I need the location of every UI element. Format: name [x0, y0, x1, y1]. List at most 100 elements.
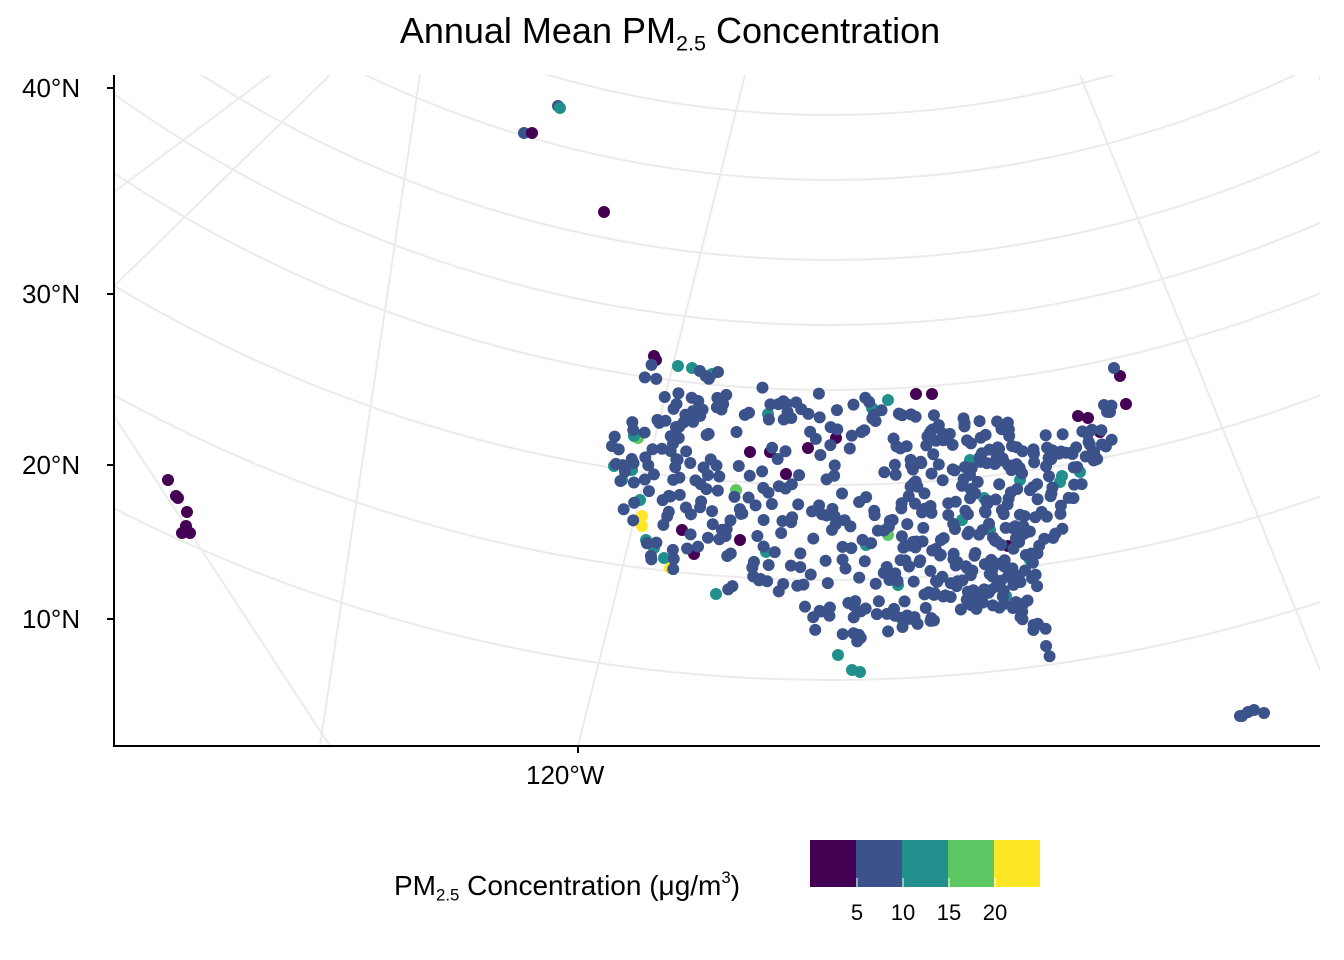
monitor-point	[667, 552, 680, 565]
monitor-point	[905, 408, 918, 421]
monitor-point	[913, 556, 926, 569]
monitor-point	[866, 412, 879, 425]
monitor-point	[880, 607, 893, 620]
monitor-point	[1029, 511, 1042, 524]
monitor-point	[925, 467, 938, 480]
legend-tick-5: 5	[850, 900, 864, 925]
monitor-point	[823, 609, 836, 622]
monitor-point	[1056, 522, 1069, 535]
monitor-point	[1031, 547, 1044, 560]
monitor-point	[627, 514, 640, 527]
monitor-point	[667, 402, 680, 415]
monitor-point	[1082, 435, 1095, 448]
graticule-meridian-7	[114, 414, 331, 746]
monitor-point	[1039, 429, 1052, 442]
monitor-point	[863, 395, 876, 408]
monitor-point	[609, 457, 622, 470]
monitor-point	[771, 452, 784, 465]
monitor-point	[999, 521, 1012, 534]
monitor-point	[1095, 424, 1108, 437]
monitor-point	[976, 596, 989, 609]
monitor-point	[730, 425, 743, 438]
monitor-point	[875, 404, 888, 417]
monitor-point	[1059, 446, 1072, 459]
monitor-point	[792, 498, 805, 511]
monitor-point	[926, 388, 938, 400]
monitor-point	[927, 588, 940, 601]
monitor-point	[658, 552, 670, 564]
legend-bin-3	[902, 840, 948, 887]
title-prefix: Annual Mean PM	[399, 10, 676, 51]
monitor-point	[180, 524, 192, 536]
monitor-point	[526, 127, 538, 139]
monitor-point	[1019, 549, 1032, 562]
monitor-point	[846, 664, 858, 676]
monitor-point	[849, 595, 862, 608]
monitor-point	[671, 453, 684, 466]
monitor-point	[918, 487, 931, 500]
monitor-point	[814, 448, 827, 461]
monitor-point	[700, 429, 713, 442]
monitor-point	[983, 443, 996, 456]
graticule-meridian-4	[577, 75, 746, 746]
monitor-point	[882, 625, 895, 638]
monitor-point	[932, 458, 945, 471]
monitor-point	[1042, 470, 1055, 483]
monitor-point	[636, 520, 648, 532]
monitor-point	[958, 417, 971, 430]
monitor-point	[728, 490, 741, 503]
monitor-point	[802, 442, 814, 454]
monitor-point	[655, 442, 668, 455]
monitor-point	[830, 404, 843, 417]
monitor-point	[733, 503, 746, 516]
monitor-point	[845, 542, 858, 555]
axes	[107, 75, 1320, 753]
monitor-point	[824, 421, 837, 434]
monitor-point	[673, 488, 686, 501]
monitor-point	[915, 457, 928, 470]
monitor-point	[627, 476, 640, 489]
monitor-point	[923, 427, 936, 440]
monitor-point	[784, 559, 797, 572]
monitor-point	[904, 453, 917, 466]
monitor-point	[961, 508, 974, 521]
monitor-point	[896, 620, 909, 633]
monitor-point	[894, 554, 907, 567]
monitor-point	[618, 465, 631, 478]
monitor-point	[744, 446, 756, 458]
monitor-point	[1031, 580, 1044, 593]
monitor-point	[853, 571, 866, 584]
legend-title-superscript: 3	[721, 868, 731, 887]
monitor-point	[681, 542, 694, 555]
monitor-point	[907, 477, 920, 490]
monitor-point	[724, 514, 737, 527]
monitor-point	[172, 492, 184, 504]
monitor-point	[826, 502, 839, 515]
monitor-point	[797, 578, 810, 591]
monitor-point	[794, 547, 807, 560]
monitor-point	[726, 580, 739, 593]
monitor-point	[768, 546, 781, 559]
monitor-point	[882, 520, 895, 533]
monitor-point	[1007, 578, 1020, 591]
legend-title-middle: Concentration (μg/m	[459, 869, 722, 901]
monitor-point	[646, 443, 659, 456]
monitor-point	[847, 398, 860, 411]
monitor-point	[724, 547, 737, 560]
monitor-point	[667, 563, 680, 576]
monitor-point	[993, 601, 1006, 614]
monitor-point	[640, 537, 653, 550]
graticule-parallel-5	[114, 171, 1320, 391]
monitor-point	[869, 577, 882, 590]
monitor-point	[706, 505, 719, 518]
graticule-meridian-1	[114, 75, 271, 194]
monitor-point	[821, 577, 834, 590]
monitor-point	[974, 455, 987, 468]
monitor-point	[807, 532, 820, 545]
legend-bin-5	[994, 840, 1040, 887]
monitor-point	[680, 445, 693, 458]
monitor-point	[1258, 707, 1270, 719]
monitor-point	[1046, 444, 1059, 457]
monitor-point	[900, 440, 913, 453]
